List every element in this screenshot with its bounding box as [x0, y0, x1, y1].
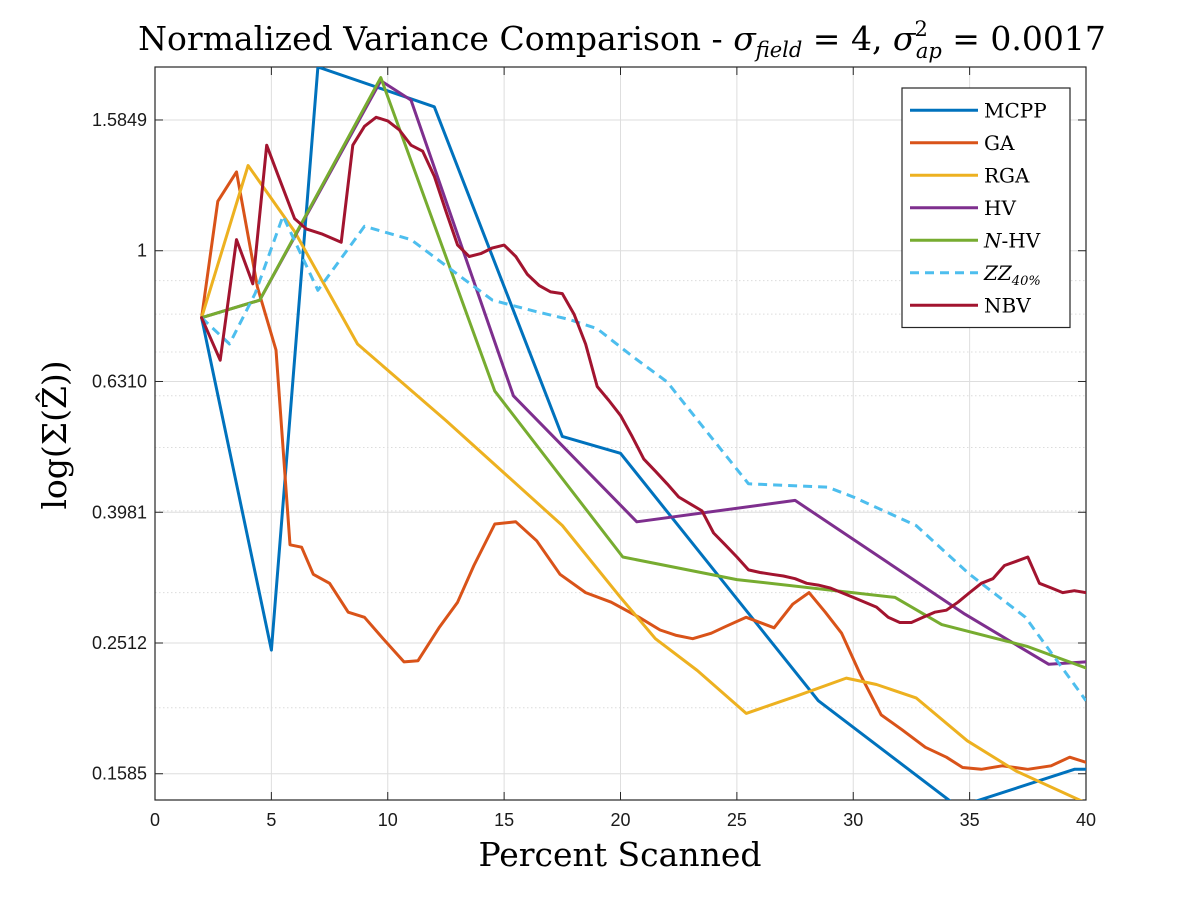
y-tick-label: 0.6310 [92, 371, 147, 391]
x-tick-label: 0 [150, 810, 160, 830]
x-tick-label: 15 [494, 810, 514, 830]
y-tick-label: 0.1585 [92, 764, 147, 784]
series-line-n-hv [200, 76, 1086, 670]
series-line-rga [200, 164, 1084, 800]
legend-label: ZZ40% [983, 261, 1041, 289]
y-tick-label: 0.2512 [92, 633, 147, 653]
y-axis-label: log(Σ(Ẑ)) [34, 360, 74, 509]
legend-label: NBV [984, 293, 1031, 317]
y-tick-label: 1 [137, 241, 147, 261]
series-line-zz-40 [200, 214, 1086, 702]
x-tick-label: 5 [266, 810, 276, 830]
legend-label: GA [984, 131, 1015, 155]
x-tick-label: 10 [378, 810, 398, 830]
chart-title: Normalized Variance Comparison - σfield … [138, 17, 1106, 63]
x-tick-label: 20 [610, 810, 630, 830]
legend-label: MCPP [984, 98, 1047, 122]
x-tick-label: 35 [960, 810, 980, 830]
legend-label: RGA [984, 163, 1030, 187]
series-line-nbv [200, 115, 1086, 624]
x-axis-label: Percent Scanned [479, 835, 762, 874]
legend-label: N-HV [983, 228, 1041, 252]
legend-label: HV [984, 196, 1016, 220]
x-tick-label: 30 [843, 810, 863, 830]
y-tick-label: 1.5849 [92, 110, 147, 130]
legend: MCPP GA RGA HV N-HV ZZ40% NBV [901, 87, 1071, 329]
series-line-mcpp [200, 67, 1086, 800]
x-tick-label: 40 [1076, 810, 1096, 830]
y-tick-label: 0.3981 [92, 502, 147, 522]
tick-layer: 0 5 10 15 20 25 30 35 40 0.1585 0.2512 0.3981 0.6310… [92, 67, 1096, 830]
x-tick-label: 25 [727, 810, 747, 830]
series-layer [200, 67, 1086, 800]
